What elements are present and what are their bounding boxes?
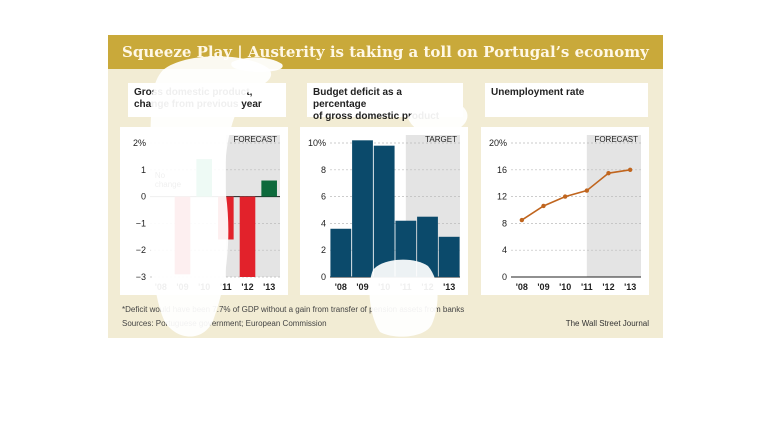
unemployment-panel-heading: Unemployment rate bbox=[485, 83, 648, 117]
gdp-bar bbox=[239, 196, 256, 277]
deficit-shade-label: TARGET bbox=[425, 135, 457, 144]
deficit-bar bbox=[330, 228, 352, 277]
unemployment-point bbox=[606, 170, 611, 176]
gdp-ytick-label: 1 bbox=[141, 165, 146, 175]
deficit-ytick-label: 6 bbox=[321, 192, 326, 202]
deficit-bar bbox=[373, 145, 395, 277]
credit: The Wall Street Journal bbox=[565, 319, 649, 328]
gdp-ytick-label: 0 bbox=[141, 192, 146, 202]
deficit-bar bbox=[417, 216, 438, 277]
highlight-stroke-target bbox=[408, 102, 468, 135]
unemployment-xtick-label: '11 bbox=[581, 282, 593, 292]
highlight-stroke-top bbox=[231, 57, 283, 72]
deficit-ytick-label: 2 bbox=[321, 245, 326, 255]
unemployment-shade-region bbox=[586, 135, 641, 277]
unemployment-chart: FORECAST 0 4 8 12 16 20% '08 '09 '10 '11 '12 '13 bbox=[481, 127, 649, 295]
deficit-ytick-label: 4 bbox=[321, 218, 326, 228]
unemployment-xtick-label: '12 bbox=[602, 282, 614, 292]
unemployment-ytick-label: 4 bbox=[502, 245, 507, 255]
deficit-xtick-label: '13 bbox=[443, 282, 455, 292]
gdp-shade-label: FORECAST bbox=[233, 135, 277, 144]
deficit-panel-heading: Budget deficit as a percentage of gross … bbox=[307, 83, 463, 122]
gdp-ytick-label: −3 bbox=[136, 272, 146, 282]
deficit-bar bbox=[438, 236, 460, 277]
gdp-bar bbox=[261, 180, 277, 197]
deficit-heading-line-1: Budget deficit as a percentage bbox=[313, 87, 402, 110]
unemployment-series-line bbox=[521, 169, 631, 221]
unemployment-ytick-label: 16 bbox=[497, 165, 507, 175]
unemployment-point bbox=[519, 217, 525, 223]
unemployment-ytick-label: 8 bbox=[502, 218, 507, 228]
gdp-xtick-label: '12 bbox=[241, 282, 253, 292]
deficit-bar bbox=[352, 140, 373, 277]
unemployment-heading-line-1: Unemployment rate bbox=[491, 87, 585, 98]
gdp-xtick-label: '11 bbox=[220, 282, 232, 292]
gdp-ytick-label: −2 bbox=[136, 245, 146, 255]
unemployment-point bbox=[584, 188, 590, 193]
unemployment-ytick-label: 0 bbox=[502, 272, 507, 282]
unemployment-ytick-label: 20% bbox=[489, 138, 507, 148]
unemployment-point bbox=[541, 203, 546, 209]
unemployment-ytick-label: 12 bbox=[497, 192, 507, 202]
unemployment-xtick-label: '13 bbox=[624, 282, 636, 292]
deficit-ytick-label: 8 bbox=[321, 165, 326, 175]
gdp-ytick-label: 2% bbox=[133, 138, 146, 148]
deficit-xtick-label: '09 bbox=[356, 282, 368, 292]
unemployment-shade-label: FORECAST bbox=[594, 135, 638, 144]
gdp-ytick-label: −1 bbox=[136, 218, 146, 228]
deficit-ytick-label: 0 bbox=[321, 272, 326, 282]
deficit-xtick-label: '08 bbox=[335, 282, 347, 292]
highlight-stroke-bottom bbox=[369, 259, 438, 337]
highlight-stroke-left bbox=[148, 56, 272, 337]
unemployment-point bbox=[562, 194, 568, 199]
unemployment-xtick-label: '10 bbox=[559, 282, 571, 292]
gdp-xtick-label: '13 bbox=[263, 282, 275, 292]
unemployment-xtick-label: '08 bbox=[516, 282, 528, 292]
unemployment-xtick-label: '09 bbox=[537, 282, 549, 292]
sources: Sources: Portuguese government; European… bbox=[122, 319, 327, 328]
footnote: *Deficit would have been 7.7% of GDP wit… bbox=[122, 305, 465, 314]
unemployment-point bbox=[627, 167, 633, 172]
deficit-heading-line-2: of gross domestic product bbox=[313, 111, 440, 122]
deficit-ytick-label: 10% bbox=[308, 138, 326, 148]
